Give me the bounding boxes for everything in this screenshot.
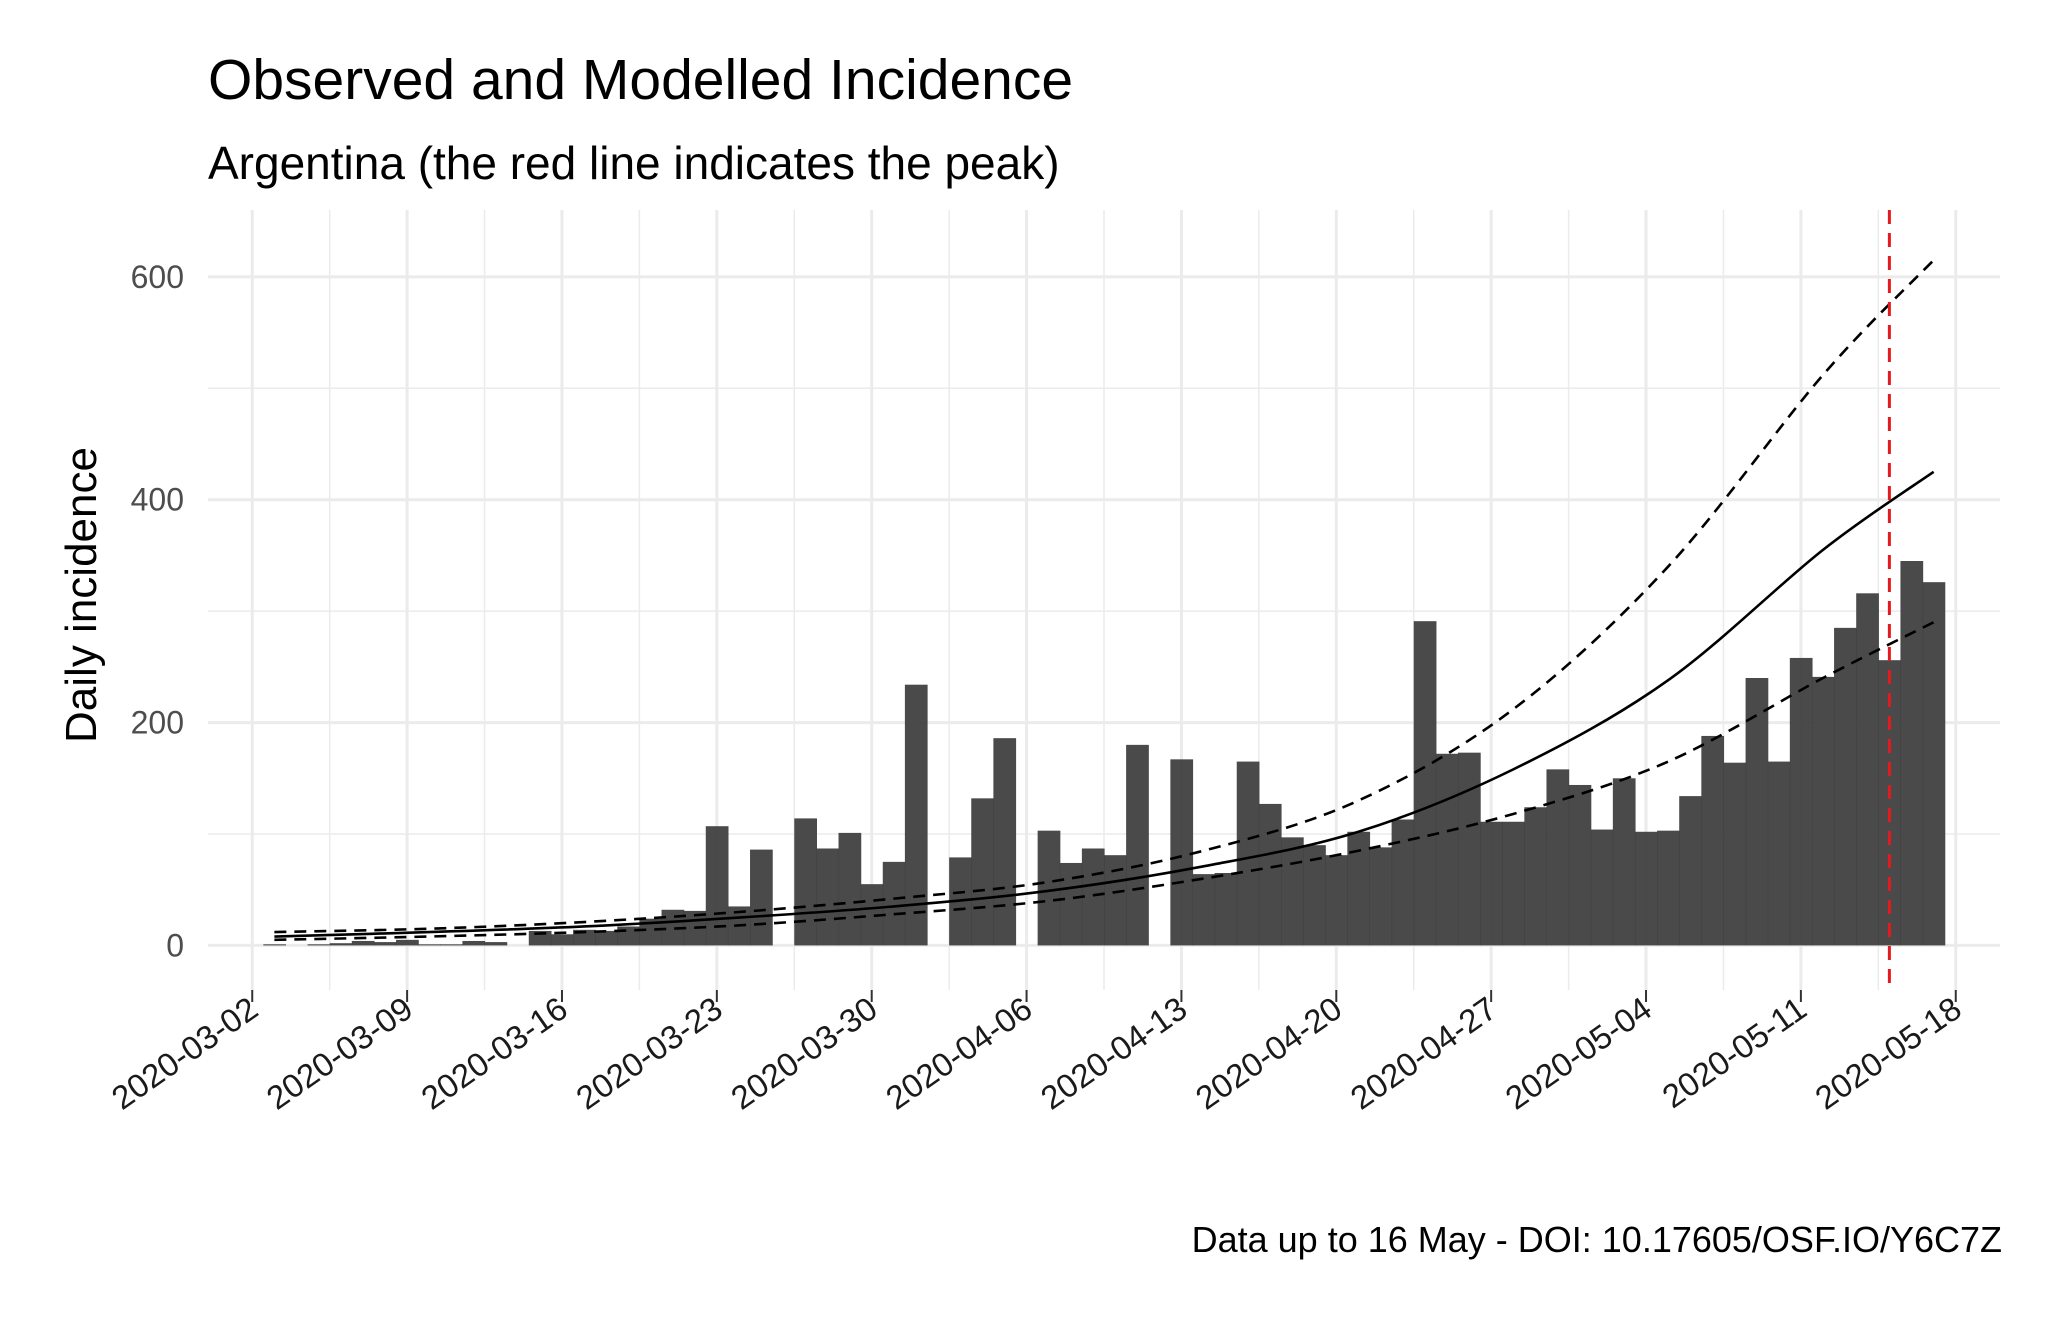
incidence-bar	[1480, 821, 1503, 946]
incidence-bar	[1258, 803, 1282, 946]
incidence-bar	[1612, 778, 1636, 946]
incidence-bar	[705, 826, 729, 946]
incidence-bar	[1081, 848, 1105, 946]
incidence-bar	[484, 942, 508, 946]
incidence-bar	[1170, 759, 1194, 946]
incidence-bar	[1789, 657, 1813, 946]
incidence-bar	[373, 942, 397, 946]
incidence-bar	[1303, 845, 1326, 946]
model-fit-line	[274, 470, 1935, 938]
incidence-bar	[396, 939, 419, 946]
incidence-bar	[550, 934, 574, 946]
x-tick-label: 2020-04-06	[879, 989, 1039, 1116]
incidence-bar	[1546, 769, 1570, 946]
incidence-bar	[993, 738, 1017, 946]
x-tick-label: 2020-04-13	[1034, 989, 1194, 1116]
x-tick-label: 2020-05-18	[1808, 989, 1968, 1116]
incidence-bar	[1657, 830, 1680, 946]
incidence-bar	[971, 798, 994, 946]
incidence-bar	[1878, 660, 1902, 946]
y-tick-label: 0	[166, 927, 184, 963]
incidence-bar	[1524, 807, 1548, 946]
incidence-bar	[1701, 735, 1725, 946]
incidence-bar	[882, 861, 906, 946]
incidence-bar	[1502, 821, 1525, 946]
incidence-bar	[794, 818, 817, 946]
incidence-bar	[440, 944, 464, 946]
incidence-bar	[1435, 753, 1459, 946]
incidence-bar	[1590, 829, 1614, 946]
chart-title: Observed and Modelled Incidence	[208, 48, 1074, 112]
incidence-bar	[1214, 873, 1238, 946]
incidence-bar	[1723, 762, 1747, 946]
incidence-bar	[1922, 582, 1946, 946]
x-tick-label: 2020-03-02	[105, 989, 265, 1116]
x-tick-label: 2020-04-20	[1189, 989, 1349, 1116]
y-tick-label: 400	[131, 482, 184, 518]
incidence-bar	[904, 684, 928, 946]
x-tick-label: 2020-04-27	[1344, 989, 1504, 1116]
incidence-bar	[661, 909, 685, 946]
incidence-bar	[1391, 819, 1415, 946]
incidence-bar	[639, 918, 663, 946]
incidence-bar	[1104, 855, 1127, 946]
incidence-bar	[1634, 831, 1658, 946]
incidence-bar	[1280, 837, 1304, 946]
incidence-bar	[816, 848, 840, 946]
incidence-bar	[1037, 830, 1061, 946]
x-tick-label: 2020-03-09	[260, 989, 420, 1116]
incidence-bar	[1568, 784, 1592, 946]
incidence-bar	[1900, 561, 1924, 946]
model-ci-line-2	[274, 621, 1935, 942]
x-tick-label: 2020-05-04	[1499, 989, 1659, 1116]
incidence-bar	[1679, 796, 1702, 946]
incidence-bar	[329, 943, 353, 946]
chart-subtitle: Argentina (the red line indicates the pe…	[208, 137, 1060, 189]
incidence-bar	[1347, 831, 1371, 946]
incidence-bar	[838, 832, 862, 946]
chart-caption: Data up to 16 May - DOI: 10.17605/OSF.IO…	[1191, 1219, 2002, 1260]
incidence-bar	[351, 940, 375, 946]
x-tick-label: 2020-05-11	[1655, 989, 1812, 1115]
x-tick-label: 2020-03-23	[569, 989, 729, 1116]
incidence-bar	[1457, 752, 1481, 946]
incidence-bar	[1413, 621, 1437, 946]
y-tick-label: 600	[131, 259, 184, 295]
model-ci-line-1	[274, 259, 1935, 934]
incidence-bar	[263, 944, 287, 946]
incidence-bar	[1126, 744, 1149, 946]
incidence-bar	[462, 940, 486, 946]
incidence-bar	[595, 930, 618, 946]
incidence-bar	[1325, 855, 1348, 946]
incidence-bar	[1811, 676, 1835, 946]
incidence-bar	[573, 929, 596, 946]
incidence-bar	[750, 849, 773, 946]
incidence-bar	[1059, 862, 1083, 946]
incidence-bar	[1834, 627, 1857, 946]
incidence-bar	[418, 944, 441, 946]
x-tick-label: 2020-03-30	[724, 989, 884, 1116]
y-tick-label: 200	[131, 705, 184, 741]
x-tick-label: 2020-03-16	[414, 989, 574, 1116]
incidence-bar	[1767, 761, 1791, 946]
incidence-bar	[1856, 593, 1879, 946]
incidence-bar	[1369, 847, 1393, 946]
incidence-bar	[1236, 761, 1260, 946]
incidence-bar	[1745, 678, 1769, 946]
incidence-bar	[307, 944, 331, 946]
incidence-bar	[1192, 874, 1216, 946]
